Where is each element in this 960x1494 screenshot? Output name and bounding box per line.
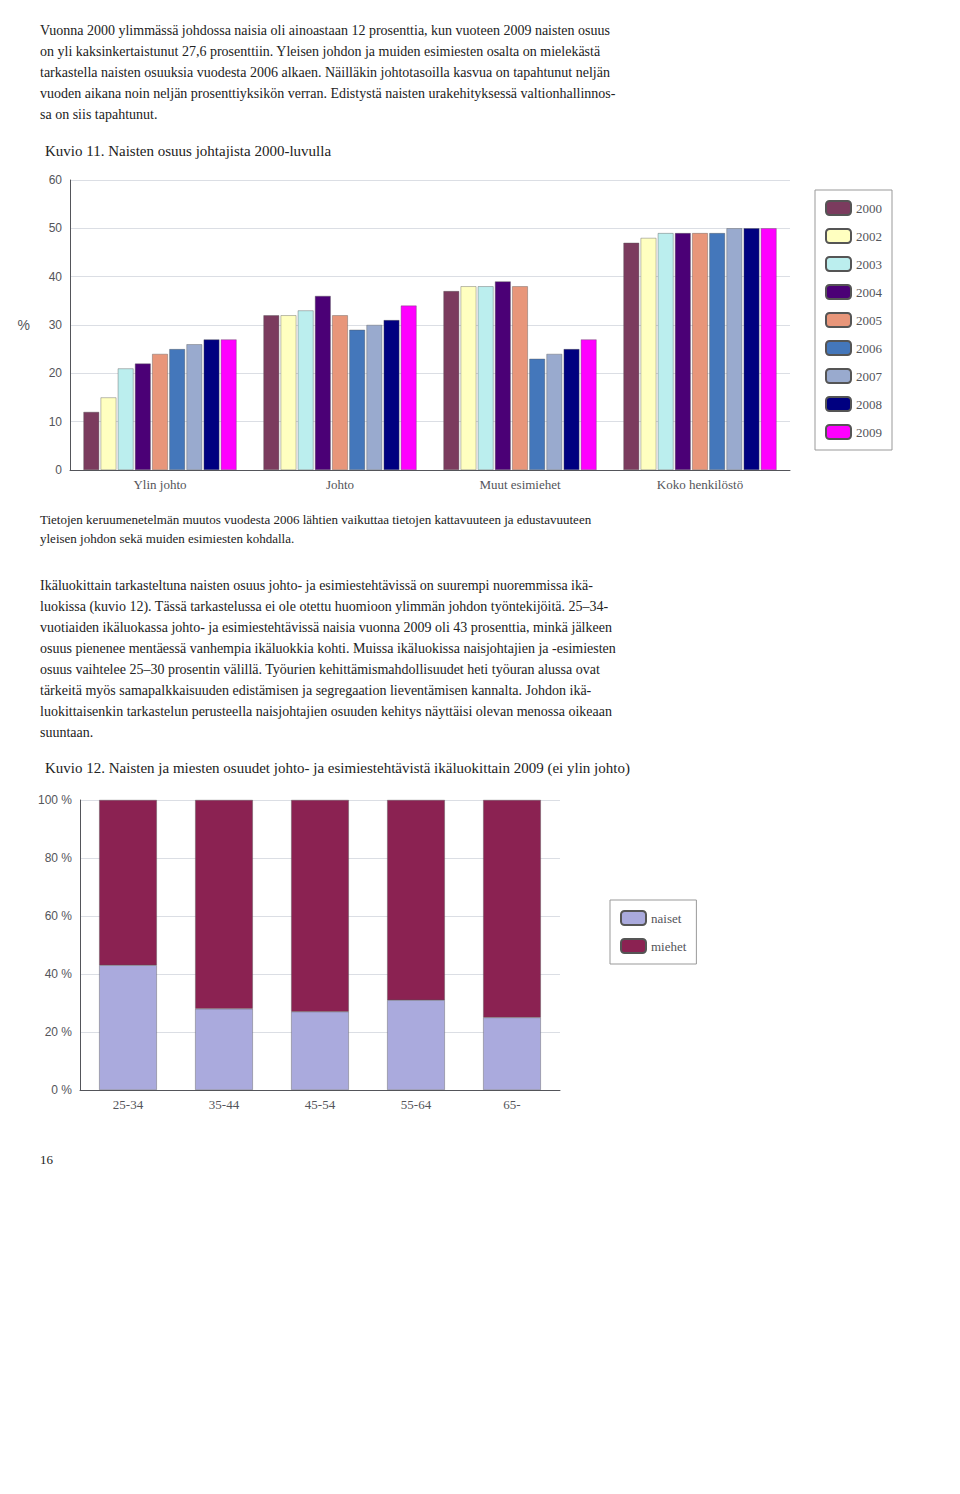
svg-text:Kuvio 11. Naisten osuus johtaj: Kuvio 11. Naisten osuus johtajista 2000-…	[45, 143, 331, 159]
svg-text:osuus vaihtelee 25–30 prosenti: osuus vaihtelee 25–30 prosentin välillä.…	[40, 662, 600, 677]
svg-text:tarkastella naisten osuuksia v: tarkastella naisten osuuksia vuodesta 20…	[40, 65, 610, 80]
svg-text:luokissa (kuvio 12). Tässä tar: luokissa (kuvio 12). Tässä tarkastelussa…	[40, 599, 609, 615]
svg-text:2007: 2007	[856, 369, 883, 384]
svg-text:Tietojen keruumenetelmän muuto: Tietojen keruumenetelmän muutos vuodesta…	[40, 512, 592, 527]
svg-text:45-54: 45-54	[305, 1097, 336, 1112]
svg-text:Johto: Johto	[326, 477, 354, 492]
svg-text:20: 20	[49, 366, 63, 380]
svg-text:65-: 65-	[503, 1097, 520, 1112]
svg-text:vuotiaiden ikäluokassa johto-: vuotiaiden ikäluokassa johto- ja esimies…	[40, 620, 612, 635]
svg-text:30: 30	[49, 318, 63, 332]
svg-text:25-34: 25-34	[113, 1097, 144, 1112]
svg-text:16: 16	[40, 1152, 54, 1167]
svg-text:40: 40	[49, 270, 63, 284]
svg-text:Ylin johto: Ylin johto	[133, 477, 186, 492]
svg-text:Koko henkilöstö: Koko henkilöstö	[657, 477, 743, 492]
svg-text:10: 10	[49, 415, 63, 429]
svg-text:Ikäluokittain tarkasteltuna na: Ikäluokittain tarkasteltuna naisten osuu…	[40, 578, 593, 593]
svg-text:suuntaan.: suuntaan.	[40, 725, 93, 740]
svg-text:on yli kaksinkertaistunut 27,6: on yli kaksinkertaistunut 27,6 prosentti…	[40, 44, 601, 59]
svg-text:0: 0	[55, 463, 62, 477]
svg-text:80 %: 80 %	[45, 851, 73, 865]
svg-text:2005: 2005	[856, 313, 882, 328]
svg-text:vuoden aikana noin neljän pros: vuoden aikana noin neljän prosenttiyksik…	[40, 86, 616, 101]
svg-text:2004: 2004	[856, 285, 883, 300]
svg-text:2009: 2009	[856, 425, 882, 440]
svg-text:40 %: 40 %	[45, 967, 73, 981]
svg-text:tärkeitä myös samapalkkaisuude: tärkeitä myös samapalkkaisuuden edistämi…	[40, 683, 592, 698]
svg-text:osuus pienenee mentäessä vanhe: osuus pienenee mentäessä vanhempia ikälu…	[40, 641, 616, 656]
svg-text:Vuonna 2000 ylimmässä johdossa: Vuonna 2000 ylimmässä johdossa naisia ol…	[40, 23, 610, 38]
svg-text:2008: 2008	[856, 397, 882, 412]
svg-text:Muut esimiehet: Muut esimiehet	[479, 477, 561, 492]
svg-text:20 %: 20 %	[45, 1025, 73, 1039]
svg-text:luokittaisenkin tarkastelun pe: luokittaisenkin tarkastelun perusteella …	[40, 704, 612, 719]
svg-text:100 %: 100 %	[38, 793, 72, 807]
svg-text:2003: 2003	[856, 257, 882, 272]
svg-text:miehet: miehet	[651, 939, 687, 954]
svg-text:naiset: naiset	[651, 911, 682, 926]
svg-text:50: 50	[49, 221, 63, 235]
svg-text:sa on siis tapahtunut.: sa on siis tapahtunut.	[40, 107, 157, 122]
svg-text:0 %: 0 %	[51, 1083, 72, 1097]
svg-text:2000: 2000	[856, 201, 882, 216]
svg-text:2002: 2002	[856, 229, 882, 244]
svg-text:35-44: 35-44	[209, 1097, 240, 1112]
svg-text:60 %: 60 %	[45, 909, 73, 923]
svg-text:Kuvio 12. Naisten ja miesten o: Kuvio 12. Naisten ja miesten osuudet joh…	[45, 760, 630, 777]
svg-text:yleisen johdon sekä muiden esi: yleisen johdon sekä muiden esimiesten ko…	[40, 531, 294, 546]
svg-text:60: 60	[49, 173, 63, 187]
svg-text:2006: 2006	[856, 341, 883, 356]
svg-text:55-64: 55-64	[401, 1097, 432, 1112]
svg-text:%: %	[18, 317, 30, 333]
